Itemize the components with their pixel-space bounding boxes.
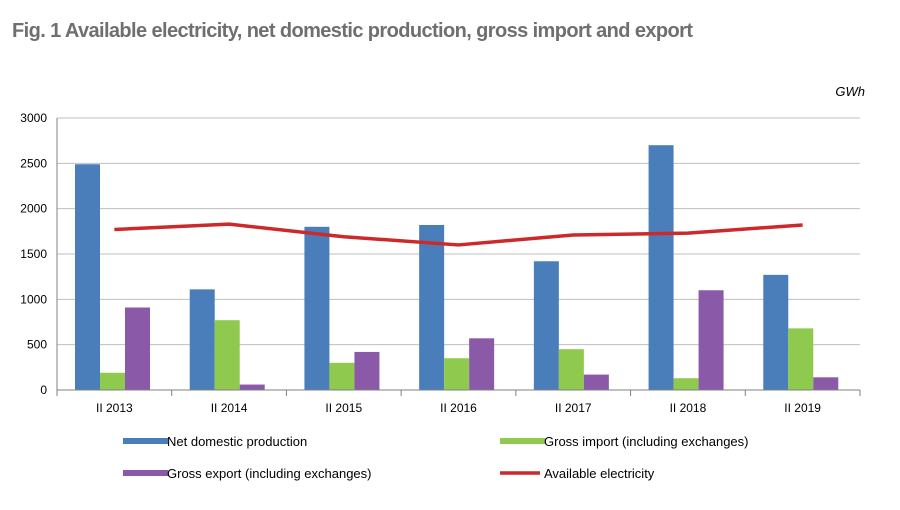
bar-gross-export (125, 307, 150, 390)
bar-gross-export (813, 377, 839, 390)
bar-gross-import (100, 372, 125, 390)
legend: Net domestic production Gross import (inc… (123, 434, 748, 481)
bar-gross-import (444, 358, 470, 390)
unit-label: GWh (835, 84, 865, 99)
bar-gross-export (698, 290, 724, 390)
bar-net-domestic-production (75, 164, 100, 390)
x-tick-label: II 2019 (784, 401, 821, 415)
gridlines (57, 117, 860, 346)
legend-gross-export-swatch (123, 470, 168, 476)
bars (75, 145, 839, 390)
axes: 0 500 1000 1500 2000 2500 3000 II 2013 II 2014 II… (20, 111, 861, 415)
bar-net-domestic-production (648, 145, 674, 390)
legend-net-domestic-production-swatch (123, 438, 168, 444)
bar-gross-export (354, 351, 380, 390)
y-tick-label: 500 (27, 338, 47, 352)
legend-available-electricity-label: Available electricity (544, 466, 655, 481)
bar-gross-export (583, 374, 609, 390)
chart-title: Fig. 1 Available electricity, net domest… (12, 20, 693, 42)
x-tick-label: II 2014 (211, 401, 248, 415)
legend-net-domestic-production-label: Net domestic production (167, 434, 307, 449)
y-tick-label: 0 (40, 383, 47, 397)
y-tick-label: 3000 (20, 111, 47, 125)
bar-net-domestic-production (419, 224, 445, 390)
bar-gross-import (214, 320, 240, 390)
x-tick-label: II 2013 (96, 401, 133, 415)
x-tick-label: II 2017 (555, 401, 592, 415)
x-tick-label: II 2018 (670, 401, 707, 415)
available-electricity-line (114, 222, 803, 247)
bar-net-domestic-production (304, 226, 330, 390)
bar-gross-export (469, 338, 495, 390)
bar-gross-import (558, 349, 584, 390)
bar-gross-import (329, 362, 355, 390)
bar-net-domestic-production (763, 274, 789, 390)
legend-gross-export-label: Gross export (including exchanges) (167, 466, 372, 481)
bar-net-domestic-production (533, 261, 559, 390)
bar-net-domestic-production (189, 289, 215, 390)
bar-gross-import (788, 328, 814, 390)
bar-gross-export (239, 384, 265, 390)
x-tick-label: II 2015 (325, 401, 362, 415)
y-tick-label: 1500 (20, 247, 47, 261)
legend-gross-import-label: Gross import (including exchanges) (544, 434, 748, 449)
x-tick-label: II 2016 (440, 401, 477, 415)
available-electricity-line-group (114, 222, 803, 247)
bar-gross-import (673, 378, 699, 390)
legend-gross-import-swatch (500, 438, 545, 444)
y-tick-label: 2000 (20, 202, 47, 216)
y-tick-label: 1000 (20, 292, 47, 306)
y-tick-label: 2500 (20, 156, 47, 170)
